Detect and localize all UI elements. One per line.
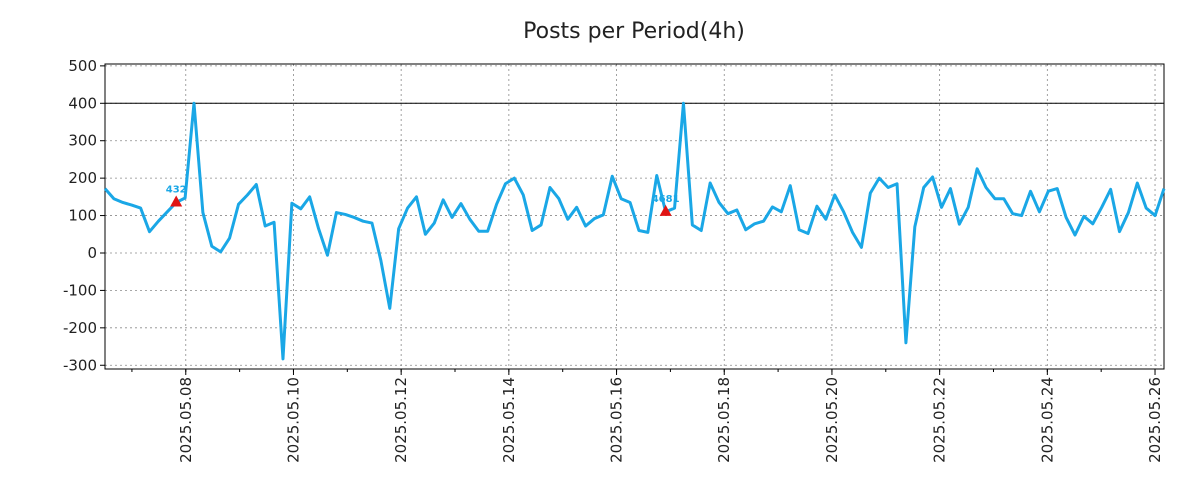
y-tick-label: -200 — [63, 319, 97, 337]
x-tick-label: 2025.05.26 — [1146, 377, 1164, 463]
x-tick-label: 2025.05.18 — [715, 377, 733, 463]
x-tick-label: 2025.05.16 — [608, 377, 626, 463]
peak-label: 4681 — [652, 194, 680, 205]
series-line — [103, 101, 1166, 361]
y-tick-label: 100 — [68, 207, 97, 225]
y-tick-label: 0 — [87, 244, 97, 262]
x-tick-label: 2025.05.08 — [177, 377, 195, 463]
x-tick-label: 2025.05.24 — [1038, 377, 1056, 463]
y-tick-label: -100 — [63, 281, 97, 299]
y-tick-label: 400 — [68, 94, 97, 112]
x-tick-label: 2025.05.12 — [392, 377, 410, 463]
peak-marker — [659, 204, 672, 216]
y-tick-label: 200 — [68, 169, 97, 187]
peak-marker — [170, 195, 183, 207]
y-axis: -300 -200 -100 0 100 200 300 400 500 — [63, 57, 105, 374]
x-tick-label: 2025.05.14 — [500, 377, 518, 463]
peak-annotations: 432 4681 — [166, 184, 680, 216]
y-tick-label: -300 — [63, 356, 97, 374]
chart-title: Posts per Period(4h) — [523, 19, 745, 44]
x-tick-label: 2025.05.20 — [823, 377, 841, 463]
peak-label: 432 — [166, 184, 187, 195]
x-axis: 2025.05.08 2025.05.10 2025.05.12 2025.05.14… — [131, 369, 1164, 463]
plot-area-frame — [104, 63, 1165, 370]
y-tick-label: 300 — [68, 132, 97, 150]
x-tick-label: 2025.05.10 — [284, 377, 302, 463]
x-tick-label: 2025.05.22 — [931, 377, 949, 463]
y-tick-label: 500 — [68, 57, 97, 75]
